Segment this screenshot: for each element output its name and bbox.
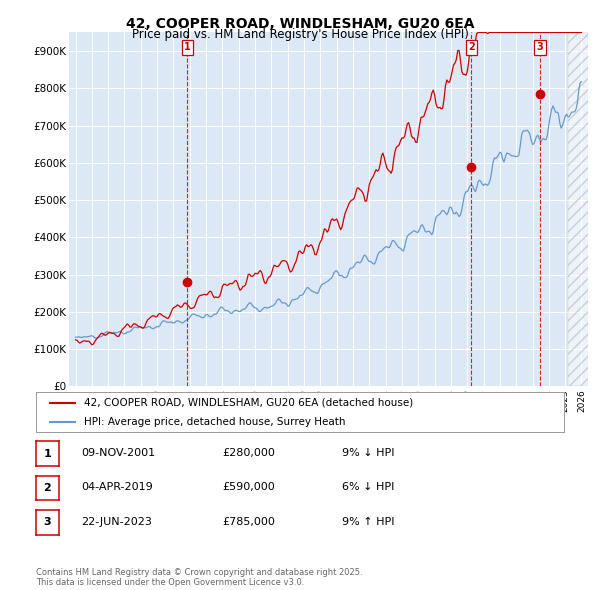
Text: 3: 3	[537, 42, 544, 53]
Text: £280,000: £280,000	[222, 448, 275, 458]
Text: 42, COOPER ROAD, WINDLESHAM, GU20 6EA (detached house): 42, COOPER ROAD, WINDLESHAM, GU20 6EA (d…	[83, 398, 413, 408]
Text: Price paid vs. HM Land Registry's House Price Index (HPI): Price paid vs. HM Land Registry's House …	[131, 28, 469, 41]
Text: £785,000: £785,000	[222, 517, 275, 526]
Text: 6% ↓ HPI: 6% ↓ HPI	[342, 483, 394, 492]
Text: 04-APR-2019: 04-APR-2019	[81, 483, 153, 492]
Text: 42, COOPER ROAD, WINDLESHAM, GU20 6EA: 42, COOPER ROAD, WINDLESHAM, GU20 6EA	[126, 17, 474, 31]
Text: Contains HM Land Registry data © Crown copyright and database right 2025.
This d: Contains HM Land Registry data © Crown c…	[36, 568, 362, 587]
Text: 3: 3	[44, 517, 51, 527]
Text: 2: 2	[44, 483, 51, 493]
Text: 22-JUN-2023: 22-JUN-2023	[81, 517, 152, 526]
Text: 9% ↓ HPI: 9% ↓ HPI	[342, 448, 395, 458]
Text: £590,000: £590,000	[222, 483, 275, 492]
Text: HPI: Average price, detached house, Surrey Heath: HPI: Average price, detached house, Surr…	[83, 417, 345, 427]
Bar	[568, 32, 590, 386]
Text: 1: 1	[184, 42, 191, 53]
Text: 1: 1	[44, 449, 51, 458]
Text: 09-NOV-2001: 09-NOV-2001	[81, 448, 155, 458]
Text: 9% ↑ HPI: 9% ↑ HPI	[342, 517, 395, 526]
Text: 2: 2	[468, 42, 475, 53]
